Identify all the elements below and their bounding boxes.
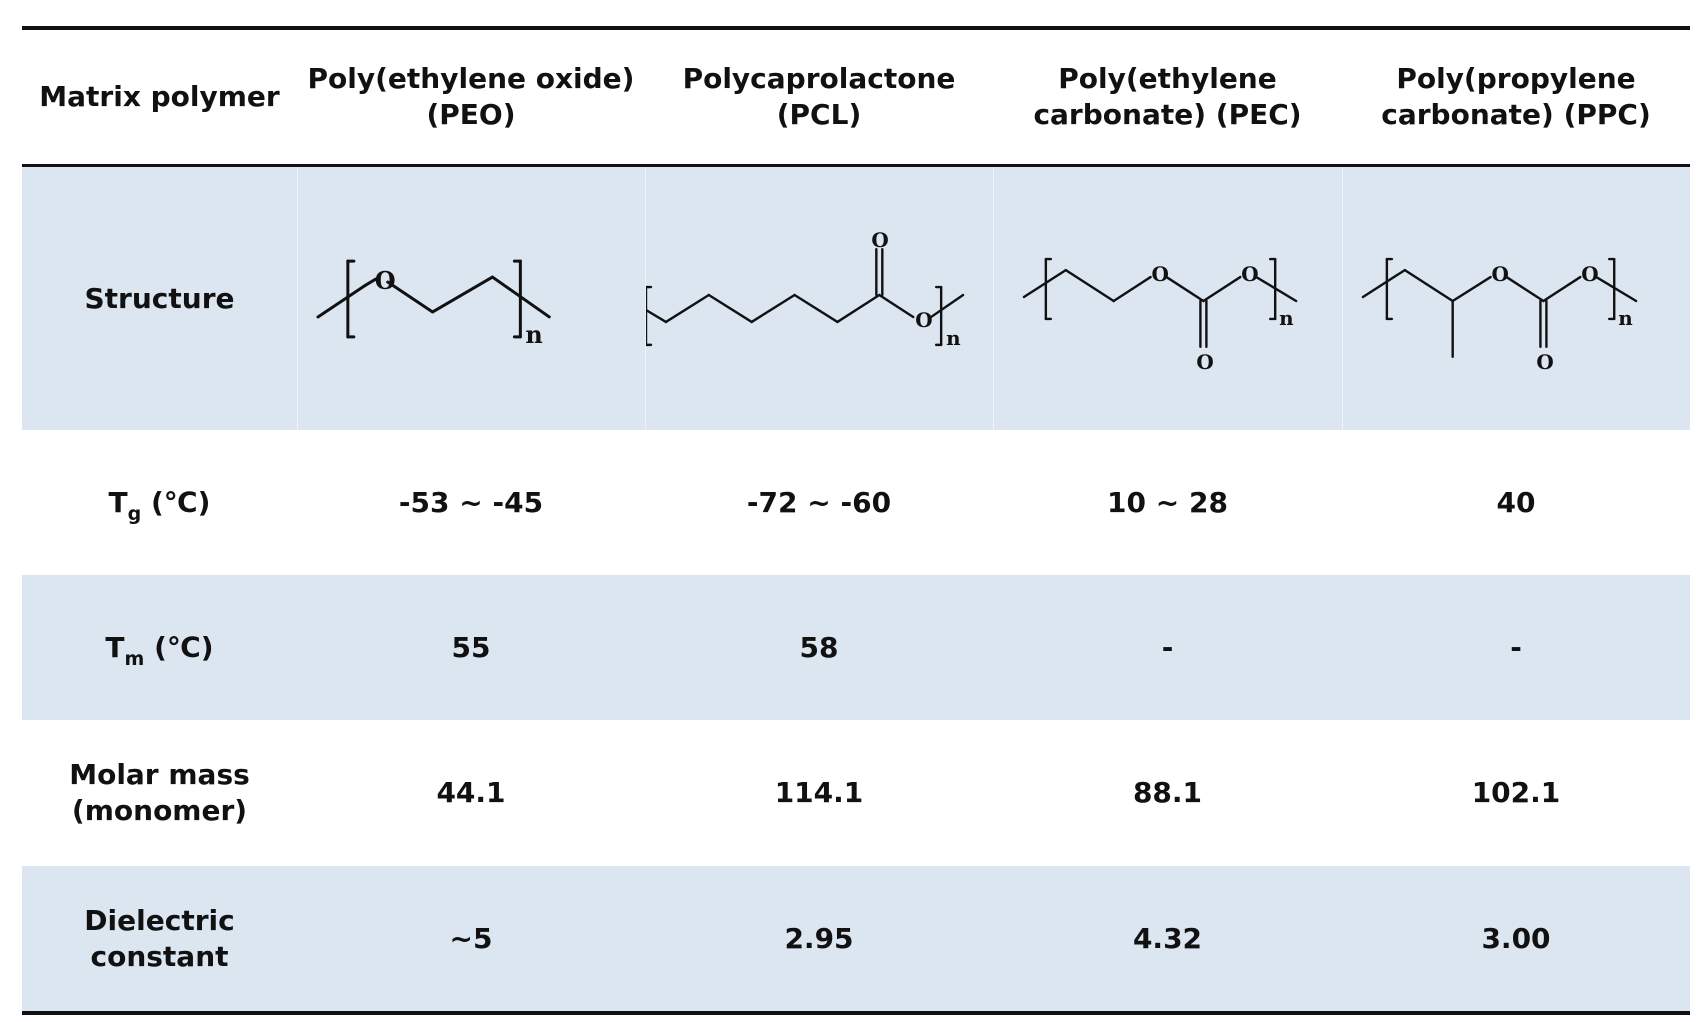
header-peo: Poly(ethylene oxide) (PEO)	[307, 62, 635, 131]
tg-label: Tg (℃)	[108, 485, 211, 525]
molar-mass-label: Molar mass (monomer)	[69, 758, 250, 827]
dielectric-pec: 4.32	[1132, 921, 1203, 955]
dielectric-pcl: 2.95	[784, 921, 854, 955]
pcl-structure-cell: O O n	[645, 167, 993, 430]
tm-label: Tm (℃)	[105, 630, 214, 670]
tg-row: Tg (℃) -53 ~ -45 -72 ~ -60 10 ~ 28 40	[22, 430, 1690, 575]
pcl-carbonyl-oxygen: O	[871, 228, 888, 252]
molar-mass-peo: 44.1	[436, 776, 506, 809]
header-pcl: Polycaprolactone (PCL)	[682, 62, 956, 131]
ppc-ether-oxygen: O	[1492, 262, 1509, 286]
molar-mass-pec: 88.1	[1132, 776, 1203, 809]
tm-row: Tm (℃) 55 58 - -	[22, 575, 1690, 720]
header-pec: Poly(ethylene carbonate) (PEC)	[1033, 62, 1302, 131]
top-rule	[22, 26, 1690, 30]
ppc-structure-diagram: O O O n	[1361, 257, 1638, 374]
molar-mass-row: Molar mass (monomer) 44.1 114.1 88.1 102.…	[22, 720, 1690, 866]
tm-ppc: -	[1510, 630, 1522, 664]
dielectric-label: Dielectric constant	[84, 903, 235, 973]
tg-ppc: 40	[1496, 485, 1536, 519]
ppc-structure-cell: O O O n	[1342, 167, 1690, 430]
molar-mass-pcl: 114.1	[774, 776, 864, 809]
tg-pcl: -72 ~ -60	[746, 485, 892, 519]
pec-ester-oxygen: O	[1241, 262, 1258, 286]
header-row: Matrix polymer Poly(ethylene oxide) (PEO)…	[22, 30, 1690, 164]
structure-label: Structure	[84, 281, 235, 315]
molar-mass-ppc: 102.1	[1471, 776, 1561, 809]
tm-pcl: 58	[799, 630, 839, 664]
header-matrix-polymer: Matrix polymer	[39, 80, 280, 113]
dielectric-ppc: 3.00	[1481, 921, 1551, 955]
ppc-ester-oxygen: O	[1581, 262, 1598, 286]
header-ppc: Poly(propylene carbonate) (PPC)	[1381, 62, 1651, 131]
bottom-rule	[22, 1011, 1690, 1015]
dielectric-row: Dielectric constant ~5 2.95 4.32 3.00	[22, 866, 1690, 1011]
tg-pec: 10 ~ 28	[1107, 485, 1228, 519]
pec-structure-cell: O O O n	[993, 167, 1342, 430]
ppc-subscript-n: n	[1618, 306, 1633, 330]
peo-oxygen-atom: O	[375, 267, 396, 295]
peo-subscript-n: n	[525, 321, 542, 349]
pcl-structure-diagram: O O n	[646, 228, 965, 350]
ppc-carbonyl-oxygen: O	[1536, 350, 1553, 374]
tg-peo: -53 ~ -45	[398, 485, 544, 519]
pcl-ester-oxygen: O	[915, 308, 932, 332]
pec-carbonyl-oxygen: O	[1196, 350, 1213, 374]
peo-structure-cell: O n	[297, 167, 645, 430]
pec-structure-diagram: O O O n	[1022, 257, 1298, 374]
pcl-subscript-n: n	[946, 326, 961, 350]
pec-ether-oxygen: O	[1152, 262, 1169, 286]
pec-subscript-n: n	[1279, 306, 1294, 330]
header-rule	[22, 164, 1690, 167]
tm-peo: 55	[451, 630, 491, 664]
structure-row: Structure O n	[22, 167, 1690, 430]
dielectric-peo: ~5	[449, 921, 493, 955]
peo-structure-diagram: O n	[316, 259, 551, 349]
tm-pec: -	[1161, 630, 1174, 664]
